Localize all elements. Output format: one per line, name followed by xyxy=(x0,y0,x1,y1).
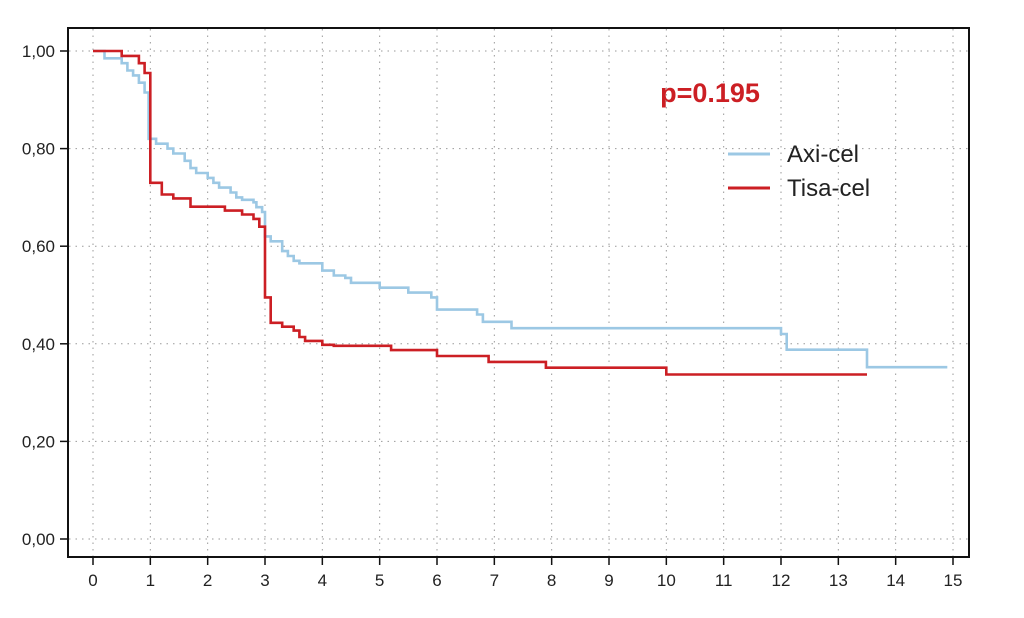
x-tick-label: 2 xyxy=(203,571,212,590)
x-tick-label: 3 xyxy=(260,571,269,590)
legend: Axi-cel Tisa-cel xyxy=(728,141,870,202)
x-tick-label: 0 xyxy=(88,571,97,590)
x-tick-label: 5 xyxy=(375,571,384,590)
x-tick-label: 1 xyxy=(146,571,155,590)
x-tick-label: 14 xyxy=(886,571,905,590)
series-line-tisa-cel xyxy=(93,49,867,376)
series-line-axi-cel xyxy=(93,49,948,369)
y-tick-label: 0,00 xyxy=(22,530,55,549)
x-tick-label: 11 xyxy=(715,571,733,590)
y-tick-label: 0,40 xyxy=(22,335,55,354)
p-value-annotation: p=0.195 xyxy=(660,78,760,108)
y-tick-label: 0,80 xyxy=(22,140,55,159)
y-tick-label: 0,60 xyxy=(22,237,55,256)
x-tick-label: 7 xyxy=(490,571,499,590)
series-layer xyxy=(93,49,948,376)
x-tick-label: 10 xyxy=(657,571,676,590)
plot-frame xyxy=(67,27,970,558)
y-tick-label: 0,20 xyxy=(22,432,55,451)
grid xyxy=(69,29,968,556)
x-tick-label: 12 xyxy=(772,571,791,590)
legend-label-tisa-cel: Tisa-cel xyxy=(787,175,870,202)
x-tick-label: 15 xyxy=(944,571,963,590)
legend-label-axi-cel: Axi-cel xyxy=(787,141,859,168)
x-tick-label: 13 xyxy=(829,571,848,590)
x-tick-label: 6 xyxy=(432,571,441,590)
y-tick-label: 1,00 xyxy=(22,42,55,61)
x-tick-label: 9 xyxy=(604,571,613,590)
axes: 0 1 2 3 4 5 6 7 8 9 10 11 12 13 14 150,000,200,400,600,… xyxy=(22,42,963,590)
x-tick-label: 8 xyxy=(547,571,556,590)
x-tick-label: 4 xyxy=(318,571,327,590)
